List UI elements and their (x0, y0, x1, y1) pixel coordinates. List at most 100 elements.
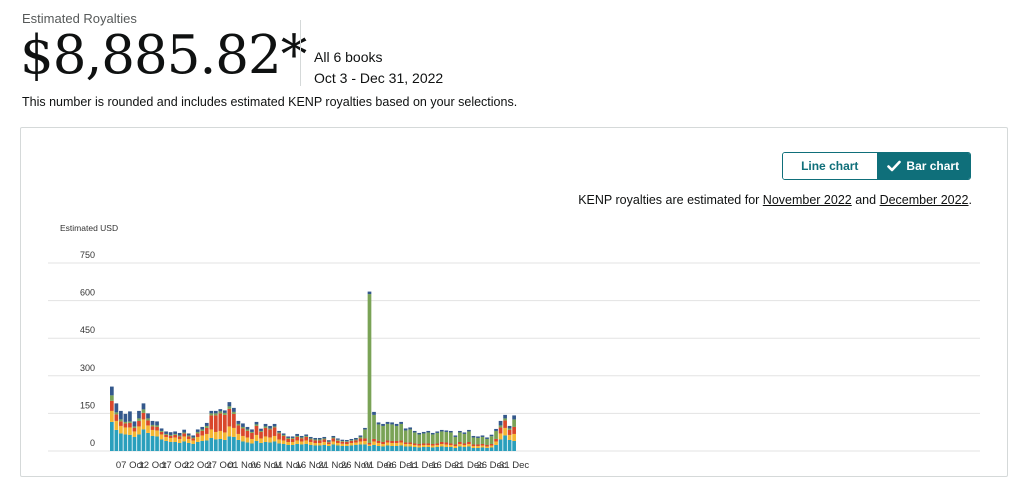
bar-stack[interactable] (299, 435, 304, 451)
bar-stack[interactable] (146, 413, 150, 451)
bar-stack[interactable] (213, 410, 218, 451)
bar-stack[interactable] (317, 437, 322, 451)
bar-stack[interactable] (336, 438, 340, 451)
bar-stack[interactable] (507, 425, 512, 451)
bar-stack[interactable] (435, 431, 440, 451)
line-chart-button[interactable]: Line chart (783, 153, 877, 179)
bar-stack[interactable] (439, 429, 444, 451)
bar-stack[interactable] (150, 420, 155, 451)
bar-stack[interactable] (254, 421, 259, 451)
december-2022-link[interactable]: December 2022 (879, 193, 969, 207)
bar-stack[interactable] (426, 430, 431, 451)
bar-segment (272, 423, 277, 427)
bar-stack[interactable] (272, 423, 277, 451)
bar-stack[interactable] (123, 413, 128, 451)
bar-stack[interactable] (498, 420, 503, 451)
bar-stack[interactable] (326, 440, 331, 451)
bar-stack[interactable] (403, 428, 408, 451)
bar-stack[interactable] (209, 410, 214, 451)
bar-stack[interactable] (363, 427, 367, 451)
bar-stack[interactable] (295, 433, 300, 451)
bar-stack[interactable] (480, 435, 485, 451)
bar-stack[interactable] (345, 439, 349, 451)
bar-segment (471, 445, 476, 448)
bar-stack[interactable] (137, 410, 141, 451)
bar-stack[interactable] (331, 435, 336, 451)
bar-stack[interactable] (191, 435, 196, 451)
bar-stack[interactable] (268, 425, 272, 451)
bar-stack[interactable] (512, 415, 516, 451)
bar-stack[interactable] (141, 403, 146, 451)
bar-stack[interactable] (399, 421, 403, 451)
bar-stack[interactable] (308, 436, 313, 451)
bar-stack[interactable] (322, 436, 327, 451)
bar-stack[interactable] (453, 435, 458, 451)
bar-stack[interactable] (286, 436, 290, 451)
bar-stack[interactable] (218, 409, 223, 451)
bar-stack[interactable] (177, 432, 182, 451)
bar-stack[interactable] (476, 436, 480, 451)
bar-stack[interactable] (119, 410, 123, 451)
bar-stack[interactable] (173, 431, 177, 451)
bar-stack[interactable] (236, 420, 241, 451)
bar-stack[interactable] (376, 422, 381, 451)
bar-stack[interactable] (417, 432, 422, 451)
bar-stack[interactable] (313, 437, 318, 451)
bar-stack[interactable] (372, 411, 376, 451)
bar-stack[interactable] (430, 432, 435, 451)
bar-stack[interactable] (204, 422, 209, 451)
bar-stack[interactable] (304, 434, 309, 451)
bar-stack[interactable] (394, 423, 399, 451)
bar-stack[interactable] (354, 437, 358, 451)
bar-stack[interactable] (245, 426, 250, 451)
bar-stack[interactable] (485, 437, 489, 451)
bar-stack[interactable] (164, 431, 168, 451)
bar-stack[interactable] (132, 421, 137, 451)
bar-stack[interactable] (471, 435, 476, 451)
bar-stack[interactable] (168, 432, 173, 451)
bar-stack[interactable] (195, 429, 200, 451)
bar-stack[interactable] (232, 407, 236, 451)
bar-stack[interactable] (458, 430, 462, 451)
bar-stack[interactable] (467, 429, 471, 451)
bar-stack[interactable] (277, 430, 281, 451)
bar-stack[interactable] (444, 430, 449, 451)
bar-stack[interactable] (408, 427, 413, 451)
bar-stack[interactable] (390, 422, 394, 451)
bar-stack[interactable] (182, 429, 187, 451)
november-2022-link[interactable]: November 2022 (762, 193, 852, 207)
bar-stack[interactable] (489, 434, 494, 451)
bar-stack[interactable] (349, 438, 354, 451)
bar-stack[interactable] (200, 426, 205, 451)
bar-stack[interactable] (421, 431, 426, 451)
bar-stack[interactable] (503, 414, 507, 451)
bar-stack[interactable] (159, 428, 164, 451)
bar-stack[interactable] (385, 421, 390, 451)
bar-segment (227, 402, 232, 407)
bar-stack[interactable] (223, 410, 227, 451)
bar-stack[interactable] (449, 430, 453, 451)
bar-stack[interactable] (128, 411, 132, 451)
bar-stack[interactable] (250, 429, 254, 451)
bar-segment (503, 427, 507, 436)
bar-stack[interactable] (290, 436, 295, 451)
bar-segment (128, 422, 132, 428)
bar-stack[interactable] (259, 428, 263, 451)
bar-stack[interactable] (263, 423, 268, 451)
bar-stack[interactable] (340, 439, 345, 451)
bar-stack[interactable] (186, 433, 191, 451)
bar-segment (259, 442, 263, 451)
bar-stack[interactable] (155, 421, 159, 451)
bar-stack[interactable] (462, 432, 467, 451)
bar-stack[interactable] (494, 428, 498, 451)
bar-stack[interactable] (281, 433, 286, 451)
bar-stack[interactable] (412, 430, 417, 451)
bar-stack[interactable] (227, 402, 232, 451)
bar-stack[interactable] (114, 403, 119, 451)
bar-stack[interactable] (381, 423, 385, 451)
bar-stack[interactable] (367, 291, 372, 451)
bar-stack[interactable] (110, 386, 114, 451)
bar-stack[interactable] (358, 435, 363, 451)
bar-chart-button[interactable]: Bar chart (876, 153, 970, 179)
bar-stack[interactable] (241, 423, 245, 451)
